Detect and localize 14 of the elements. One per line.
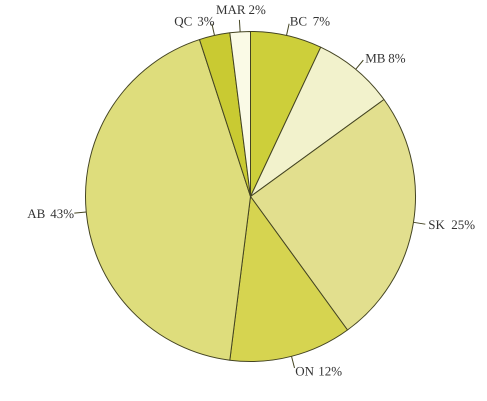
slice-label: BC — [290, 13, 308, 28]
slice-label: QC — [174, 13, 192, 28]
slice-label: MB — [365, 50, 386, 66]
slice-label: MAR — [216, 2, 246, 17]
slice-label: ON — [295, 363, 315, 378]
data-label: 8% — [388, 50, 406, 66]
data-label: 7% — [312, 13, 330, 28]
data-label: 3% — [197, 13, 215, 28]
slice-label: SK — [428, 217, 446, 232]
data-label: 43% — [50, 206, 74, 221]
data-label: 12% — [318, 363, 342, 378]
data-label: 2% — [248, 2, 266, 17]
slice-label: AB — [27, 206, 46, 221]
data-label: 25% — [451, 217, 476, 232]
